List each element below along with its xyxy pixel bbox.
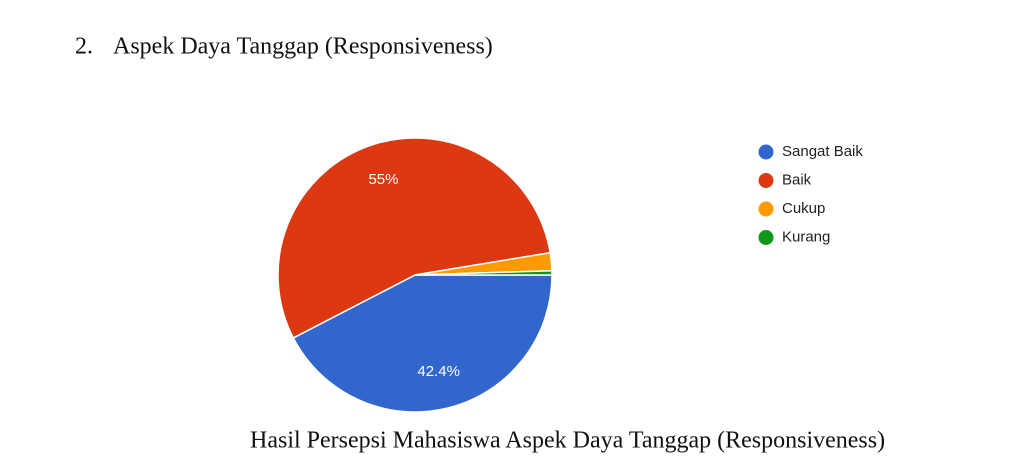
legend-swatch bbox=[758, 173, 774, 188]
heading-number: 2. bbox=[75, 34, 93, 60]
legend-label: Kurang bbox=[782, 228, 830, 245]
heading: Aspek Daya Tanggap (Responsiveness) bbox=[113, 34, 493, 60]
legend-swatch bbox=[758, 144, 774, 160]
pie-chart: 42.4% 55% Sangat Baik Baik Cukup Kurang bbox=[277, 137, 863, 413]
pie-slice bbox=[414, 269, 553, 276]
slice-label: 42.4% bbox=[417, 363, 460, 380]
slice-label: 55% bbox=[368, 171, 398, 188]
legend-swatch bbox=[758, 230, 774, 245]
pie-slice bbox=[292, 274, 553, 413]
legend-label: Baik bbox=[782, 171, 812, 188]
caption: Hasil Persepsi Mahasiswa Aspek Daya Tang… bbox=[250, 428, 885, 454]
legend-label: Cukup bbox=[782, 200, 825, 217]
legend-label: Sangat Baik bbox=[782, 143, 863, 160]
pie-slice bbox=[277, 137, 552, 339]
legend-swatch bbox=[758, 201, 774, 217]
